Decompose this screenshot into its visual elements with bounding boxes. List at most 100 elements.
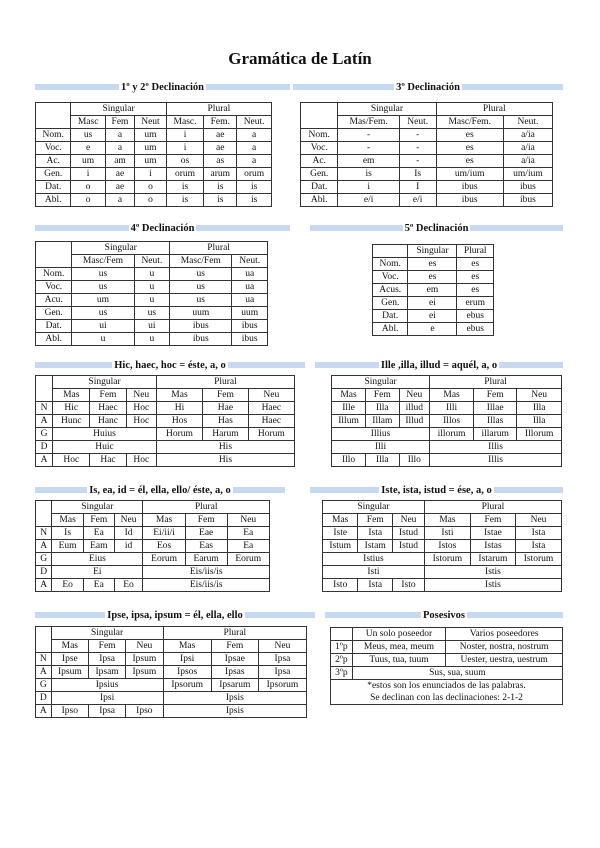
table-cell: illud	[398, 401, 431, 415]
table-cell: i	[165, 128, 205, 142]
table-cell: es	[456, 257, 494, 271]
table-cell: Abl.	[299, 193, 339, 207]
section-heading: Ipse, ipsa, ipsum = él, ella, ello	[35, 608, 315, 622]
table-cell: N	[34, 401, 54, 415]
table-cell: a	[104, 141, 136, 155]
table-cell: es	[407, 270, 458, 284]
table-row: D Huic His	[34, 440, 296, 454]
table-cell: Voc.	[34, 280, 73, 294]
table-cell: Ea	[226, 526, 270, 540]
table-row: Mas Fem Neu Mas Fem Neu	[36, 388, 296, 402]
section-iste: Iste, ista, istud = ése, a, o Singular Plu…	[310, 483, 563, 592]
table-cell: Illa	[365, 401, 400, 415]
table-decl-1-2: Singular Plural Masc Fem Neut Masc. Fem. Neut. N…	[34, 102, 273, 207]
table-cell	[330, 627, 353, 641]
table-cell: Ista	[357, 578, 394, 592]
table-row: Masc/Fem Neut. Masc/Fem Neut.	[36, 254, 268, 268]
table-row: *estos son los enunciados de las palabra…	[330, 679, 563, 692]
table-row: Mas Fem Neu Mas Fem Neu	[330, 388, 562, 402]
table-cell: Ac.	[299, 154, 339, 168]
table-row: Nom. - - es a/ia	[299, 128, 554, 142]
table-cell: Eorum	[142, 552, 186, 566]
table-cell: Sus, sua, suum	[351, 666, 564, 680]
table-row: Voc. - - es a/ia	[299, 141, 554, 155]
table-cell: Ipsa	[88, 652, 127, 666]
table-cell: i	[337, 180, 400, 194]
table-cell: is	[236, 180, 272, 194]
table-row: Singular Plural	[34, 375, 296, 402]
table-cell: Mas/Fem.	[337, 115, 400, 129]
table-row: Singular Plural	[35, 626, 308, 653]
table-cell: ae	[203, 128, 238, 142]
table-row: 3ºp Sus, sua, suum	[330, 666, 564, 680]
table-cell: Abl.	[371, 322, 409, 336]
table-row: Dat. ui ui ibus ibus	[34, 319, 268, 333]
table-cell: Tuus, tua, tuum	[351, 653, 447, 667]
table-cell: is	[337, 167, 400, 181]
table-cell: Illorum	[516, 427, 562, 441]
table-cell: es	[456, 270, 494, 284]
table-cell: Harum	[202, 427, 249, 441]
table-cell	[371, 244, 409, 258]
table-cell: Masc/Fem	[169, 254, 233, 268]
table-cell: Fem	[473, 388, 518, 402]
table-cell: Plural	[162, 626, 308, 640]
table-row: Voc. es es	[371, 270, 494, 284]
heading-bar	[35, 612, 106, 618]
table-cell: Eae	[184, 526, 228, 540]
table-cell: Neu	[257, 639, 308, 653]
table-cell: Ille	[330, 401, 367, 415]
table-cell: Gen.	[34, 306, 73, 320]
table-cell: Istorum	[423, 552, 471, 566]
table-cell: Illis	[429, 453, 562, 467]
heading-text: Hic, haec, hoc = éste, a, o	[114, 359, 226, 371]
table-cell: Eum	[51, 539, 84, 553]
heading-bar	[232, 487, 285, 493]
table-row: Gen. is Is um/ium um/ium	[299, 167, 554, 181]
table-cell	[34, 500, 53, 527]
table-cell: Fem	[88, 639, 127, 653]
section-ipse: Ipse, ipsa, ipsum = él, ella, ello Singul…	[35, 608, 315, 718]
table-cell: ua	[231, 267, 268, 281]
table-cell: *estos son los enunciados de las palabra…	[330, 679, 563, 692]
table-hic: Singular Plural Mas Fem Neu Mas Fem Neu N Hic Haec…	[34, 375, 296, 467]
table-cell: u	[71, 332, 135, 346]
table-row: Isti Istis	[322, 565, 563, 579]
section-decl-5: 5º Declinación Singular Plural Nom. es es Voc.…	[310, 221, 563, 336]
section-heading: Ille ,illa, illud = aquél, a, o	[315, 358, 564, 372]
table-cell: Istorum	[515, 552, 562, 566]
table-row: Gen. i ae i orum arum orum	[34, 167, 272, 181]
table-cell: ui	[71, 319, 135, 333]
table-row: G Ipsius Ipsorum Ipsarum Ipsorum	[35, 678, 308, 692]
table-cell: Illi	[429, 401, 475, 415]
table-cell: Istarum	[469, 552, 517, 566]
table-cell: His	[155, 453, 296, 467]
section-heading: 5º Declinación	[310, 221, 563, 235]
table-cell: Illos	[429, 414, 475, 428]
table-row: 2ºp Tuus, tua, tuum Uester, uestra, uestru…	[330, 653, 563, 667]
table-cell: um	[134, 141, 167, 155]
table-cell: Singular	[330, 375, 431, 389]
table-cell: G	[35, 678, 52, 692]
table-cell: Dat.	[34, 180, 72, 194]
table-cell: Hi	[155, 401, 204, 415]
table-row: Illo Illa Illo Illis	[330, 453, 562, 467]
table-cell: Ipsa	[257, 652, 308, 666]
table-cell: N	[35, 652, 52, 666]
table-cell: Neu	[247, 388, 296, 402]
table-cell: Nom.	[34, 128, 72, 142]
table-cell: es	[435, 141, 504, 155]
table-cell: Nom.	[34, 267, 73, 281]
table-cell: Nom.	[371, 257, 409, 271]
table-cell: uum	[169, 306, 233, 320]
table-cell: a	[104, 193, 136, 207]
table-cell: Eam	[82, 539, 115, 553]
section-hic: Hic, haec, hoc = éste, a, o Singular Plura…	[34, 358, 306, 467]
table-row: N Ipse Ipsa Ipsum Ipsi Ipsae Ipsa	[35, 652, 308, 666]
table-cell: illarum	[473, 427, 518, 441]
table-row: Illi Illis	[330, 440, 562, 454]
table-cell: Illam	[365, 414, 400, 428]
table-cell: Ea	[82, 578, 115, 592]
table-row: Singular Plural	[34, 102, 273, 129]
table-cell: G	[34, 427, 54, 441]
